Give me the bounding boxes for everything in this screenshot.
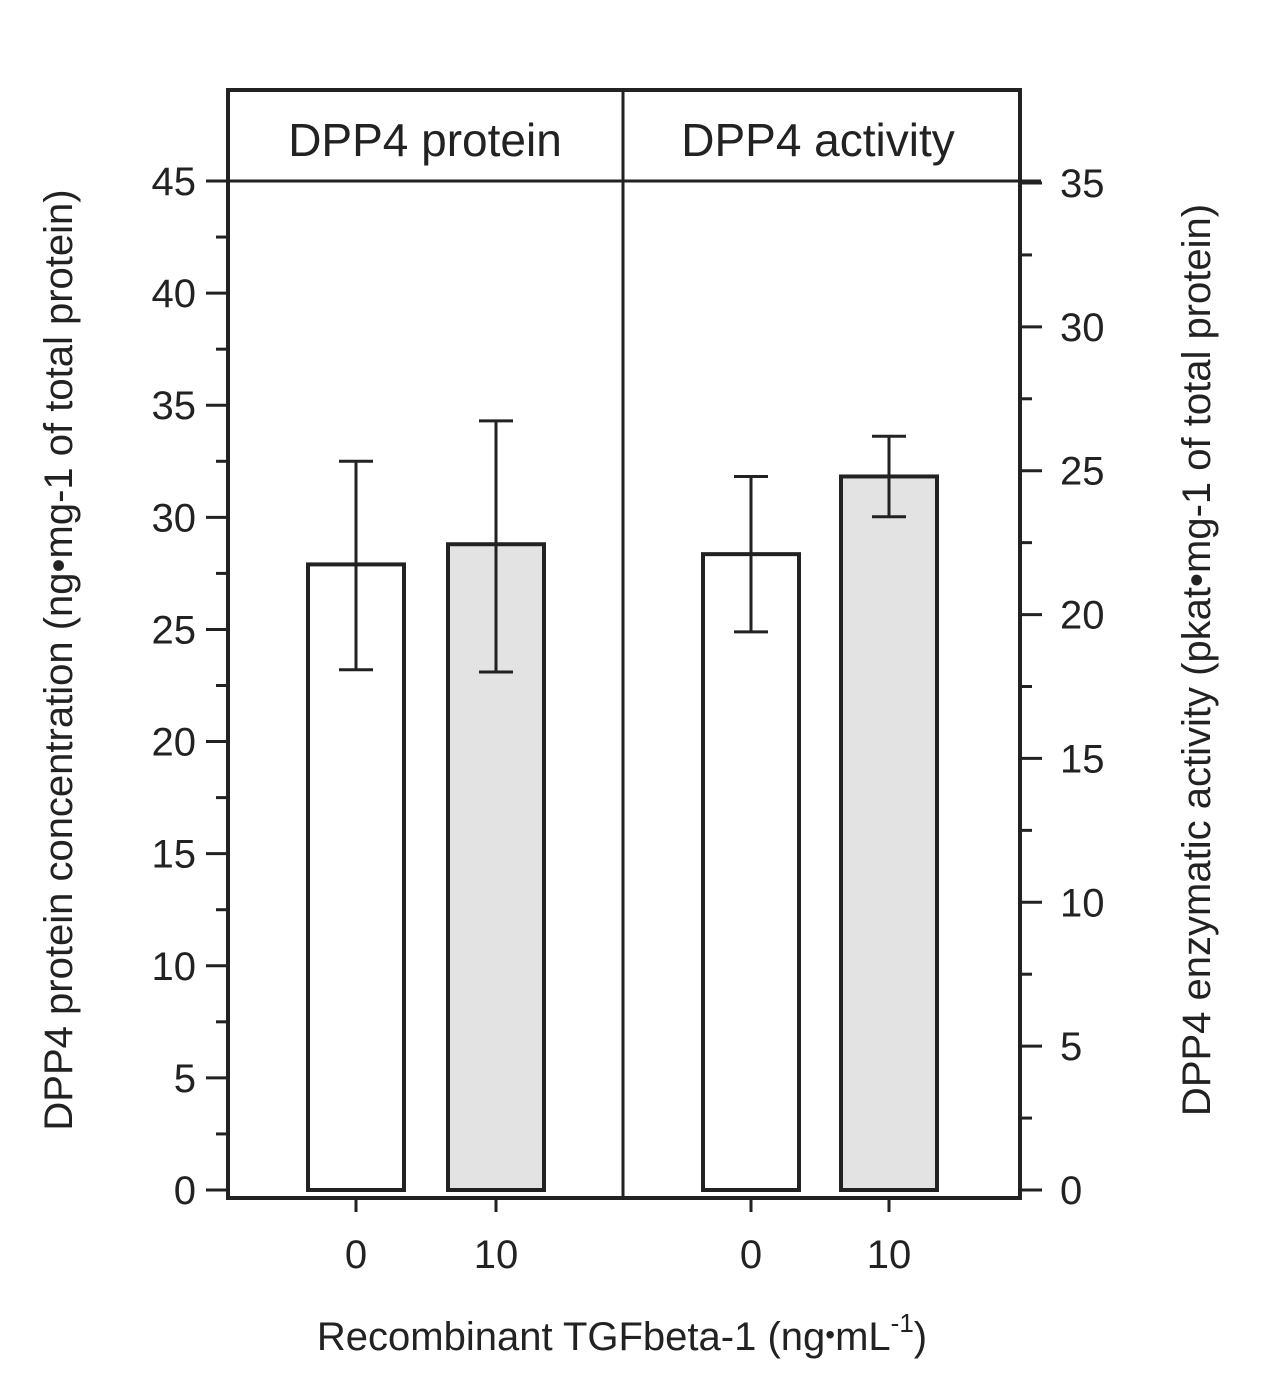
x-tick-label: 0 (345, 1233, 367, 1277)
x-tick-label: 10 (867, 1233, 912, 1277)
left-tick-label: 10 (152, 945, 197, 989)
left-tick-label: 0 (174, 1169, 196, 1213)
right-axis-title: DPP4 enzymatic activity (pkat•mg-1 of to… (1175, 204, 1219, 1116)
x-axis-title-dot: • (825, 1319, 835, 1350)
x-axis-title-superscript: -1 (891, 1308, 914, 1338)
left-tick-label: 30 (152, 496, 197, 540)
bar-activity-10 (839, 474, 939, 1192)
error-bar-protein-10 (479, 419, 513, 674)
panel-title-protein: DPP4 protein (288, 114, 562, 166)
right-tick-label: 10 (1060, 881, 1105, 925)
right-axis-ticks: 0 5 10 15 20 25 30 35 (1020, 162, 1105, 1213)
left-tick-label: 15 (152, 833, 197, 877)
bar-protein-0 (306, 562, 406, 1192)
bar-activity-0 (701, 552, 801, 1192)
left-tick-label: 20 (152, 721, 197, 765)
error-bar-protein-0 (339, 459, 373, 672)
x-axis-tick-labels: 0 10 0 10 (345, 1198, 911, 1277)
panel-title-activity: DPP4 activity (681, 114, 955, 166)
x-axis-title-unit: mL (835, 1315, 891, 1359)
right-tick-label: 0 (1060, 1169, 1082, 1213)
x-axis-title-main: Recombinant TGFbeta-1 (ng (317, 1315, 825, 1359)
left-tick-label: 5 (174, 1057, 196, 1101)
left-axis-ticks: 0 5 10 15 20 25 30 35 40 45 (152, 160, 228, 1213)
errorbars-layer (339, 419, 906, 674)
left-axis-title: DPP4 protein concentration (ng•mg-1 of t… (37, 189, 81, 1130)
x-tick-label: 10 (474, 1233, 519, 1277)
x-tick-label: 0 (740, 1233, 762, 1277)
right-tick-label: 15 (1060, 737, 1105, 781)
left-tick-label: 35 (152, 384, 197, 428)
left-tick-label: 25 (152, 608, 197, 652)
bars-layer (306, 474, 939, 1192)
right-tick-label: 5 (1060, 1025, 1082, 1069)
error-bar-activity-0 (734, 474, 768, 634)
right-tick-label: 25 (1060, 450, 1105, 494)
error-bar-activity-10 (872, 434, 906, 519)
right-tick-label: 20 (1060, 594, 1105, 638)
x-axis-title-close: ) (914, 1315, 927, 1359)
right-tick-label: 35 (1060, 162, 1105, 206)
left-tick-label: 40 (152, 272, 197, 316)
x-axis-title: Recombinant TGFbeta-1 (ng•mL-1) (317, 1308, 927, 1359)
left-tick-label: 45 (152, 160, 197, 204)
right-tick-label: 30 (1060, 306, 1105, 350)
